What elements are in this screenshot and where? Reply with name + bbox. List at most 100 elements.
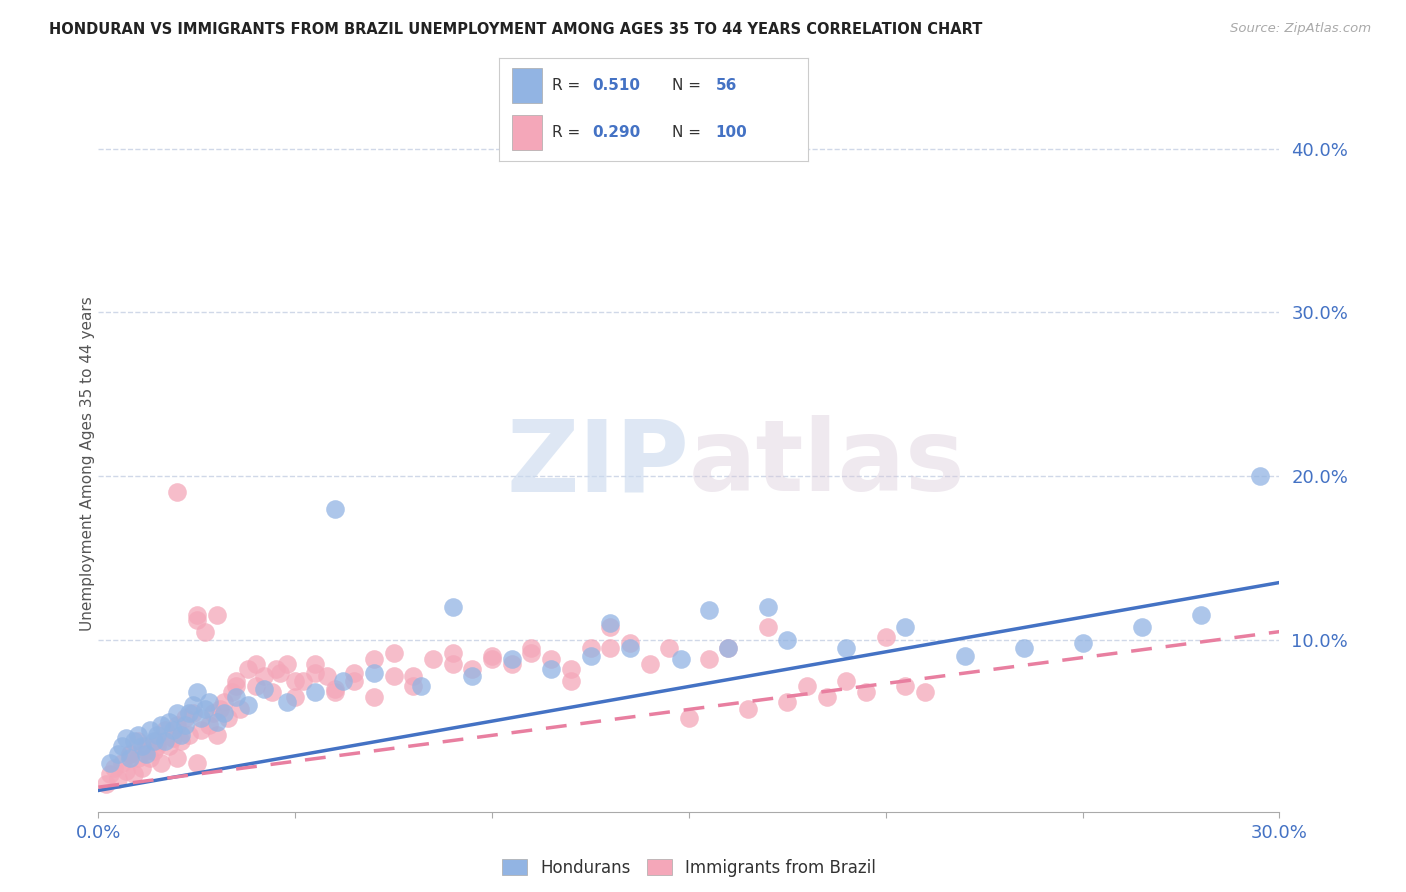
Point <box>170 728 193 742</box>
Point <box>146 739 169 754</box>
Point <box>304 685 326 699</box>
Point <box>174 718 197 732</box>
Point <box>520 646 543 660</box>
Point <box>501 657 523 672</box>
Point <box>756 600 779 615</box>
Text: N =: N = <box>672 126 702 140</box>
Point <box>166 718 188 732</box>
Point <box>127 728 149 742</box>
Point <box>122 734 145 748</box>
Point <box>894 679 917 693</box>
Point <box>96 777 118 791</box>
Point <box>115 731 138 745</box>
Point <box>174 711 197 725</box>
Bar <box>512 115 543 150</box>
Point <box>441 600 464 615</box>
Point <box>155 734 177 748</box>
Point <box>225 673 247 688</box>
Text: R =: R = <box>551 126 579 140</box>
Point <box>236 662 259 676</box>
Point <box>201 706 224 721</box>
Point <box>875 630 897 644</box>
Point <box>162 723 184 737</box>
Point <box>225 679 247 693</box>
Point <box>292 673 315 688</box>
Text: atlas: atlas <box>689 416 966 512</box>
Point <box>245 679 267 693</box>
Text: N =: N = <box>672 78 702 93</box>
Point <box>205 728 228 742</box>
Point <box>382 646 405 660</box>
Point <box>411 679 433 693</box>
Point <box>194 624 217 639</box>
Point <box>796 679 818 693</box>
Point <box>422 652 444 666</box>
Point <box>678 711 700 725</box>
Point <box>343 665 366 680</box>
Point <box>953 649 976 664</box>
Text: ZIP: ZIP <box>506 416 689 512</box>
Point <box>177 706 200 721</box>
Point <box>214 706 236 721</box>
Point <box>323 685 346 699</box>
Text: 56: 56 <box>716 78 737 93</box>
Point <box>118 747 141 762</box>
Point <box>253 669 276 683</box>
Point <box>776 695 799 709</box>
Point <box>135 739 157 754</box>
Point <box>221 685 243 699</box>
Point <box>304 657 326 672</box>
Point <box>461 662 484 676</box>
Point <box>402 679 425 693</box>
Legend: Hondurans, Immigrants from Brazil: Hondurans, Immigrants from Brazil <box>495 852 883 883</box>
Point <box>166 706 188 721</box>
Point <box>619 640 641 655</box>
Point <box>260 685 283 699</box>
Point <box>236 698 259 713</box>
Point <box>669 652 692 666</box>
Point <box>323 501 346 516</box>
Point <box>756 620 779 634</box>
Point <box>131 739 153 754</box>
Text: Source: ZipAtlas.com: Source: ZipAtlas.com <box>1230 22 1371 36</box>
Point <box>157 739 180 754</box>
Point <box>363 665 385 680</box>
Point <box>560 673 582 688</box>
Point <box>402 669 425 683</box>
Point <box>135 747 157 762</box>
Text: 0.290: 0.290 <box>592 126 640 140</box>
Point <box>162 731 184 745</box>
Point <box>146 728 169 742</box>
Point <box>579 640 602 655</box>
Point <box>481 649 503 664</box>
Point <box>276 695 298 709</box>
Point <box>209 701 232 715</box>
Point <box>717 640 740 655</box>
Y-axis label: Unemployment Among Ages 35 to 44 years: Unemployment Among Ages 35 to 44 years <box>80 296 94 632</box>
Point <box>186 756 208 770</box>
Point <box>284 673 307 688</box>
Point <box>619 636 641 650</box>
Point <box>131 760 153 774</box>
Point <box>658 640 681 655</box>
Point <box>111 756 134 770</box>
Point <box>205 714 228 729</box>
Point <box>157 714 180 729</box>
Point <box>186 608 208 623</box>
Point <box>118 747 141 762</box>
Point <box>540 662 562 676</box>
Point <box>599 640 621 655</box>
Point <box>205 608 228 623</box>
Point <box>150 756 173 770</box>
Point <box>697 652 720 666</box>
Point <box>737 701 759 715</box>
Point <box>284 690 307 705</box>
Point <box>127 734 149 748</box>
Point <box>332 673 354 688</box>
Point <box>276 657 298 672</box>
Point <box>146 734 169 748</box>
Text: 0.510: 0.510 <box>592 78 640 93</box>
Point <box>197 695 219 709</box>
Point <box>304 665 326 680</box>
Point <box>264 662 287 676</box>
